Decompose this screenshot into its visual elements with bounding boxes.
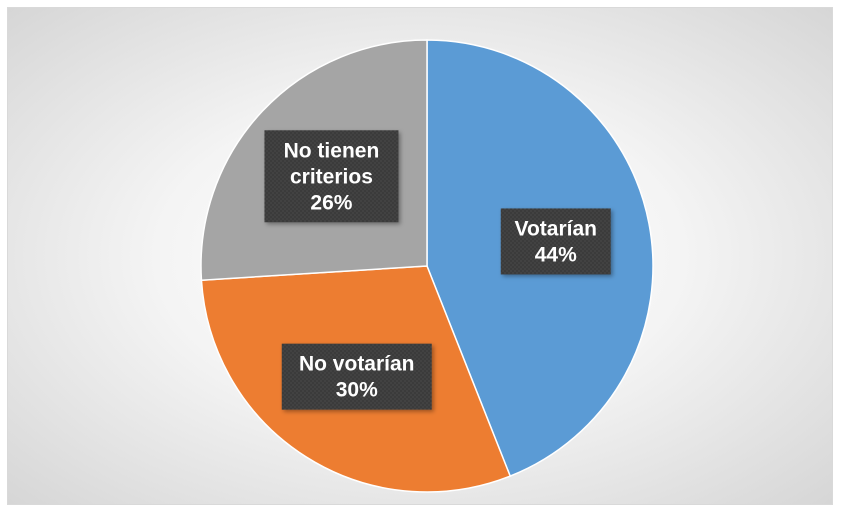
data-label-votarian: Votarían 44% bbox=[500, 208, 611, 275]
data-label-text: No tienen bbox=[284, 139, 380, 162]
data-label-text: Votarían bbox=[515, 217, 597, 240]
data-label-no-votarian: No votarían 30% bbox=[281, 343, 432, 410]
data-label-text: 44% bbox=[535, 243, 577, 266]
data-label-box bbox=[500, 208, 611, 275]
pie-chart: Votarían 44% No votarían 30% No tienen criter… bbox=[200, 39, 654, 493]
pie-data-labels: Votarían 44% No votarían 30% No tienen criter… bbox=[264, 130, 611, 410]
data-label-text: 26% bbox=[310, 191, 352, 214]
data-label-text: 30% bbox=[336, 379, 378, 402]
data-label-box bbox=[281, 343, 432, 410]
chart-area: Votarían 44% No votarían 30% No tienen criter… bbox=[7, 7, 833, 505]
data-label-no-tienen-criterios: No tienen criterios 26% bbox=[264, 130, 399, 223]
data-label-box bbox=[264, 130, 399, 223]
data-label-text: No votarían bbox=[299, 353, 415, 376]
data-label-text: criterios bbox=[290, 165, 373, 188]
